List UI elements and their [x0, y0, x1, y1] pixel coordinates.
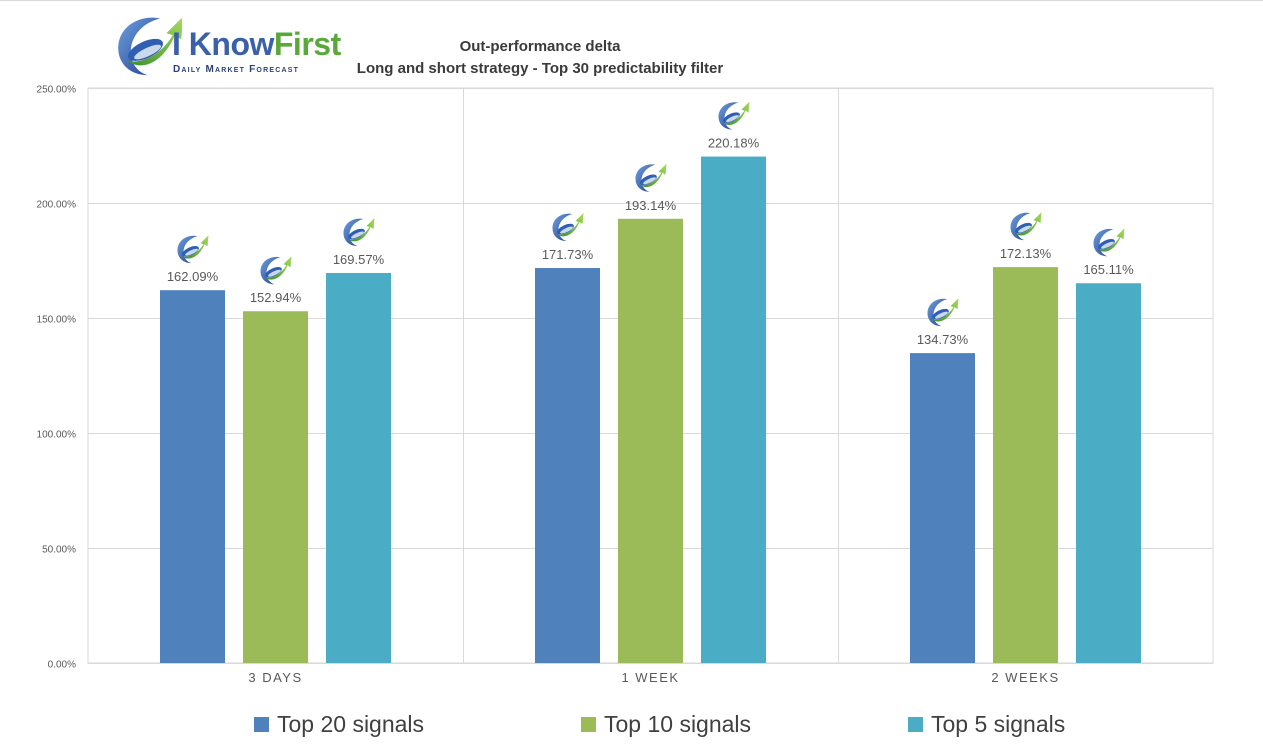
- bar: [701, 156, 766, 663]
- bar: [243, 311, 308, 663]
- bar: [535, 268, 600, 663]
- y-tick-label: 250.00%: [37, 85, 77, 96]
- bar-chart: 0.00% 50.00% 100.00% 150.00% 200.00% 250.00% 1…: [37, 85, 1214, 685]
- legend-item-top-5: Top 5 signals: [908, 708, 1065, 740]
- legend-label-top-10: Top 10 signals: [604, 710, 752, 737]
- logo-text-main: I Know: [172, 26, 274, 62]
- y-tick-label: 50.00%: [42, 545, 76, 556]
- logo-wordmark: I KnowFirst: [172, 28, 341, 60]
- data-label: 220.18%: [708, 136, 760, 151]
- bar: [326, 272, 391, 663]
- chart-title: Out-performance delta: [459, 38, 621, 55]
- bar-logo-icon: [260, 256, 292, 285]
- legend-swatch-top-5: [908, 716, 923, 732]
- bar-logo-icon: [343, 217, 375, 246]
- data-label: 193.14%: [625, 198, 677, 213]
- bar-logo-icon: [1093, 228, 1125, 257]
- chart-subtitle: Long and short strategy - Top 30 predict…: [356, 60, 724, 77]
- bar-logo-icon: [718, 101, 750, 130]
- bar-logo-icon: [927, 298, 959, 327]
- bar: [993, 267, 1058, 663]
- bar: [910, 353, 975, 663]
- data-label: 165.11%: [1083, 262, 1134, 277]
- y-tick-label: 100.00%: [37, 430, 77, 441]
- legend-item-top-20: Top 20 signals: [254, 708, 424, 740]
- legend-swatch-top-20: [254, 716, 269, 732]
- iknowfirst-logo: I KnowFirst Daily Market Forecast: [112, 8, 342, 88]
- y-tick-label: 200.00%: [37, 200, 77, 211]
- legend-item-top-10: Top 10 signals: [581, 708, 751, 740]
- logo-tagline: Daily Market Forecast: [173, 64, 300, 75]
- bar: [618, 218, 683, 663]
- y-tick-label: 0.00%: [48, 660, 76, 671]
- bar: [1076, 283, 1141, 663]
- data-label: 171.73%: [542, 247, 594, 262]
- bar-logo-icon: [1010, 212, 1042, 241]
- top-border: [0, 0, 1263, 1]
- bar-logo-icon: [177, 235, 209, 264]
- chart-legend: Top 20 signals Top 10 signals Top 5 sign…: [0, 708, 1263, 740]
- legend-label-top-5: Top 5 signals: [931, 710, 1066, 737]
- logo-text-accent: First: [273, 26, 341, 62]
- chart-title-block: Out-performance delta Long and short str…: [290, 36, 790, 80]
- bar: [160, 290, 225, 663]
- x-tick-label: 1 WEEK: [621, 670, 679, 685]
- data-label: 152.94%: [250, 290, 302, 305]
- data-label: 162.09%: [167, 269, 219, 284]
- data-label: 134.73%: [917, 332, 969, 347]
- data-label: 172.13%: [1000, 246, 1052, 261]
- x-tick-label: 2 WEEKS: [991, 670, 1059, 685]
- bar-logo-icon: [635, 163, 667, 192]
- bar-logo-icon: [552, 213, 584, 242]
- y-tick-label: 150.00%: [37, 315, 77, 326]
- legend-swatch-top-10: [581, 716, 596, 732]
- legend-label-top-20: Top 20 signals: [277, 710, 425, 737]
- data-label: 169.57%: [333, 252, 385, 267]
- x-tick-label: 3 DAYS: [248, 670, 302, 685]
